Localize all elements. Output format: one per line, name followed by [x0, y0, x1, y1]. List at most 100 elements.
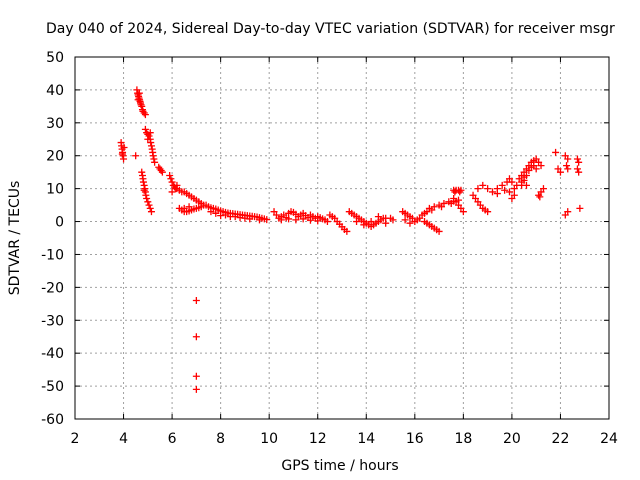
data-point: [564, 155, 572, 163]
x-tick-label: 8: [216, 431, 225, 447]
data-point: [505, 188, 513, 196]
data-point: [353, 218, 361, 226]
data-point: [118, 150, 126, 158]
data-point: [236, 214, 244, 222]
x-tick-label: 6: [168, 431, 177, 447]
y-tick-label: -50: [41, 379, 64, 395]
data-point: [573, 155, 581, 163]
x-tick-label: 4: [119, 431, 128, 447]
data-point: [185, 203, 193, 211]
data-point: [263, 216, 271, 224]
data-point: [457, 186, 465, 194]
data-point: [277, 216, 285, 224]
data-point: [217, 212, 225, 220]
data-point: [564, 208, 572, 216]
data-point: [518, 181, 526, 189]
data-point: [151, 158, 159, 166]
data-point: [197, 203, 205, 211]
y-tick-label: 50: [46, 50, 64, 66]
data-point: [401, 216, 409, 224]
grid-layer: [75, 57, 609, 419]
tick-layer: 2 4 6 8 10 12 14 16 18 20 22 24-60-50-40-30-20-1001…: [41, 50, 618, 447]
data-point: [192, 385, 200, 393]
data-point: [143, 195, 151, 203]
data-point: [508, 178, 516, 186]
data-point: [141, 111, 149, 119]
data-point: [447, 199, 455, 207]
data-point: [575, 158, 583, 166]
data-point: [421, 209, 429, 217]
x-tick-label: 2: [71, 431, 80, 447]
data-point: [144, 135, 152, 143]
y-axis-label: SDTVAR / TECUs: [7, 181, 23, 296]
y-tick-label: 10: [46, 182, 64, 198]
data-point: [573, 165, 581, 173]
data-point: [157, 167, 165, 175]
data-point: [510, 191, 518, 199]
data-point: [221, 211, 229, 219]
data-point: [120, 144, 128, 151]
data-point: [382, 219, 390, 227]
data-point: [498, 181, 506, 189]
data-point: [479, 181, 487, 189]
y-tick-label: 0: [55, 215, 64, 231]
data-point: [575, 168, 583, 176]
y-tick-label: 20: [46, 149, 64, 165]
data-point: [459, 208, 467, 216]
data-point: [241, 214, 249, 222]
data-point: [146, 129, 154, 137]
data-point: [292, 216, 300, 224]
x-tick-label: 18: [454, 431, 472, 447]
x-tick-label: 16: [406, 431, 424, 447]
data-point: [374, 213, 382, 221]
data-point: [135, 89, 143, 97]
x-tick-label: 14: [357, 431, 375, 447]
data-point: [314, 217, 322, 225]
data-point: [158, 168, 166, 176]
data-point: [389, 216, 397, 224]
data-point: [435, 227, 443, 235]
data-point: [140, 186, 148, 194]
x-tick-label: 10: [260, 431, 278, 447]
data-point: [552, 148, 560, 156]
data-point: [556, 168, 564, 176]
data-point: [173, 181, 181, 189]
data-point: [367, 218, 375, 226]
data-point: [140, 109, 148, 117]
data-point: [192, 297, 200, 305]
data-point: [137, 101, 145, 109]
data-point: [138, 102, 146, 110]
data-point: [438, 203, 446, 211]
data-point: [493, 190, 501, 198]
chart-title: Day 040 of 2024, Sidereal Day-to-day VTE…: [46, 21, 615, 37]
data-point: [145, 201, 153, 209]
y-tick-label: 40: [46, 83, 64, 99]
data-point: [474, 185, 482, 193]
data-point: [456, 188, 464, 196]
y-tick-label: -30: [41, 313, 64, 329]
y-tick-label: 30: [46, 116, 64, 132]
data-point: [167, 175, 175, 183]
data-point: [501, 186, 509, 194]
y-tick-label: -60: [41, 412, 64, 428]
data-point: [146, 204, 154, 212]
data-point: [231, 213, 239, 221]
x-tick-label: 12: [309, 431, 327, 447]
x-tick-label: 20: [503, 431, 521, 447]
data-point: [488, 188, 496, 196]
data-point: [147, 142, 155, 150]
data-point: [285, 215, 293, 223]
y-tick-label: -40: [41, 346, 64, 362]
data-point: [484, 185, 492, 193]
data-point: [576, 204, 584, 212]
data-point: [144, 198, 152, 206]
data-point: [138, 168, 146, 176]
x-tick-label: 22: [552, 431, 570, 447]
data-point: [132, 152, 140, 160]
data-point: [406, 219, 414, 227]
data-point: [134, 96, 142, 104]
data-point: [145, 132, 153, 140]
data-point: [255, 216, 263, 224]
data-point: [212, 209, 220, 217]
